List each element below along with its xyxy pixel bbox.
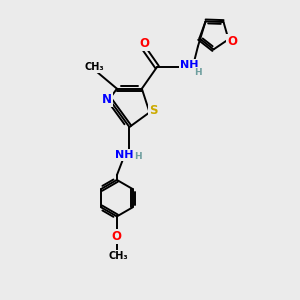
Text: S: S <box>149 104 157 117</box>
Text: N: N <box>102 93 112 106</box>
Text: CH₃: CH₃ <box>85 62 104 72</box>
Text: NH: NH <box>180 60 198 70</box>
Text: CH₃: CH₃ <box>108 251 128 261</box>
Text: NH: NH <box>115 150 133 160</box>
Text: O: O <box>227 35 237 48</box>
Text: O: O <box>112 230 122 243</box>
Text: O: O <box>140 37 149 50</box>
Text: H: H <box>194 68 202 77</box>
Text: H: H <box>134 152 141 161</box>
